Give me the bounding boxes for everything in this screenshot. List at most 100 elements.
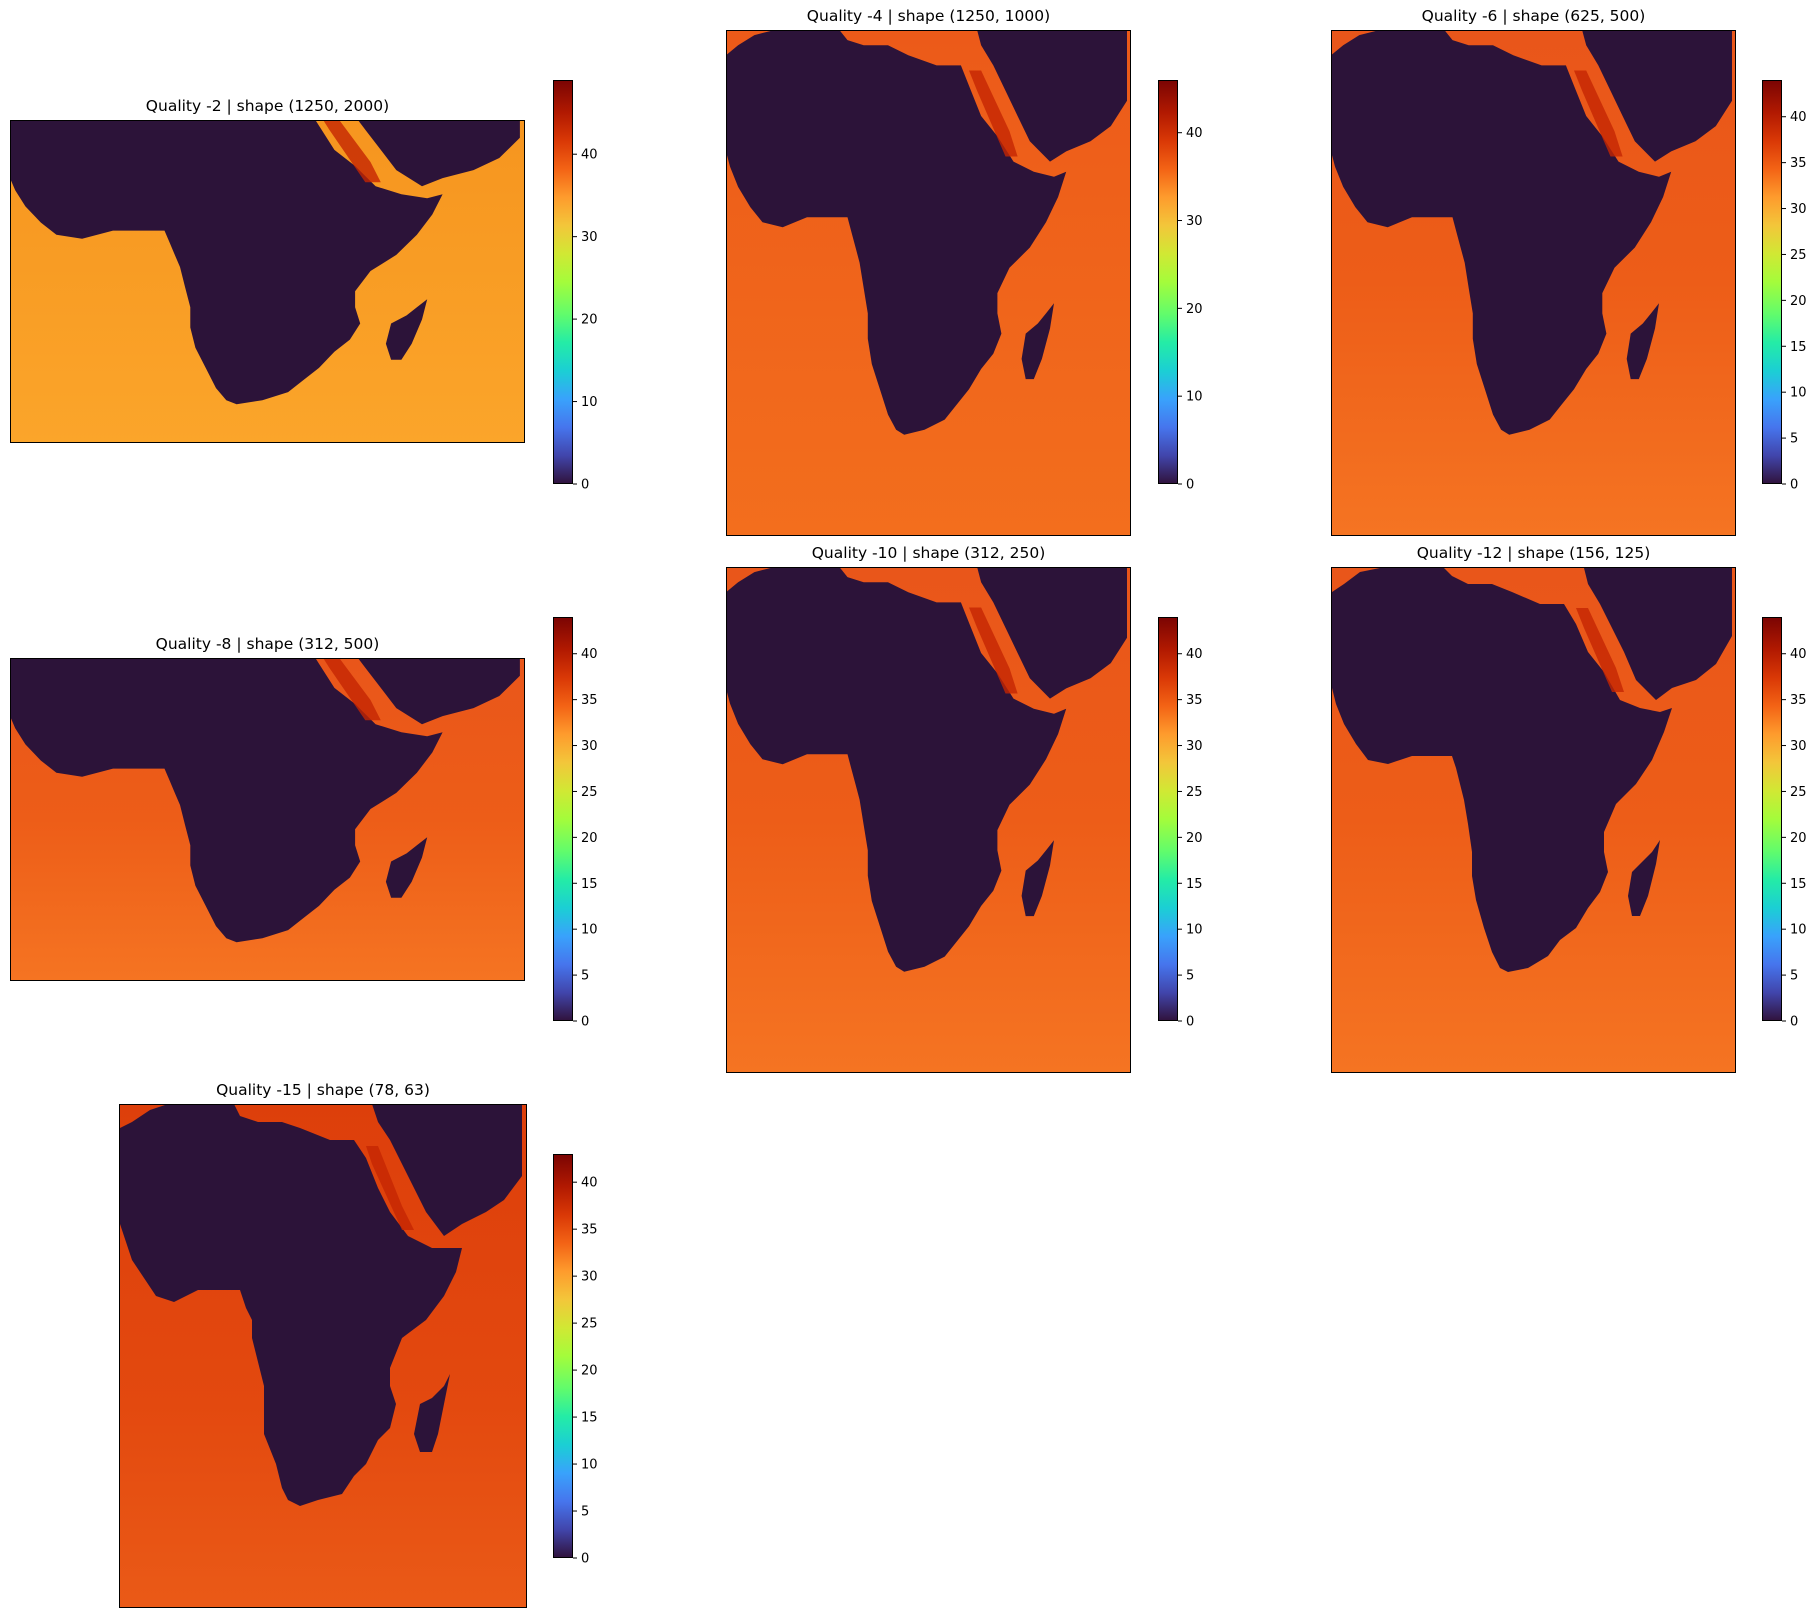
madagascar-landmass xyxy=(1021,303,1054,380)
map-frame xyxy=(10,120,525,443)
heatmap-image xyxy=(10,120,525,443)
arabia-landmass xyxy=(372,1104,522,1236)
africa-landmass xyxy=(10,120,443,405)
colorbar-tick-label: 15 xyxy=(581,1411,598,1426)
panel-title: Quality -2 | shape (1250, 2000) xyxy=(146,97,389,115)
colorbar-tick-label: 20 xyxy=(1186,831,1203,846)
colorbar-tick-label: 5 xyxy=(1790,432,1798,447)
colorbar-tick-label: 15 xyxy=(1186,877,1203,892)
colorbar xyxy=(553,1154,573,1558)
colorbar-frame xyxy=(553,80,573,484)
panel-7: Quality -15 | shape (78, 63) 0 5 10 15 20 25 30… xyxy=(119,1081,598,1608)
red-sea xyxy=(969,607,1018,694)
colorbar-tick-label: 40 xyxy=(581,148,598,163)
colorbar-tick-label: 15 xyxy=(581,877,598,892)
heatmap-image xyxy=(726,567,1131,1073)
panel-title: Quality -6 | shape (625, 500) xyxy=(1422,7,1646,25)
map-frame xyxy=(726,30,1131,536)
colorbar-tick-label: 40 xyxy=(1790,110,1807,125)
heatmap-image xyxy=(1331,30,1736,536)
madagascar-landmass xyxy=(1021,840,1054,917)
colorbar-tick-label: 25 xyxy=(581,1317,598,1332)
colorbar-tick-label: 35 xyxy=(1790,156,1807,171)
colorbar-tick-label: 30 xyxy=(581,230,598,245)
panel-title: Quality -8 | shape (312, 500) xyxy=(156,635,380,653)
colorbar-tick-label: 10 xyxy=(1790,923,1807,938)
colorbar-tick-label: 35 xyxy=(1790,693,1807,708)
africa-landmass xyxy=(1332,568,1672,972)
colorbar-tick-label: 5 xyxy=(1186,969,1194,984)
colorbar-frame xyxy=(553,1154,573,1558)
panel-title: Quality -12 | shape (156, 125) xyxy=(1417,544,1651,562)
arabia-landmass xyxy=(977,567,1127,699)
colorbar-tick-label: 40 xyxy=(1186,647,1203,662)
heatmap-image xyxy=(10,658,525,981)
colorbar-tick-label: 0 xyxy=(581,1015,589,1030)
colorbar xyxy=(1762,80,1782,484)
colorbar-tick-label: 40 xyxy=(1186,126,1203,141)
madagascar-landmass xyxy=(1628,840,1660,916)
colorbar-tick-label: 5 xyxy=(581,1505,589,1520)
colorbar-frame xyxy=(1762,80,1782,484)
red-sea xyxy=(1576,608,1624,692)
colorbar-tick-label: 10 xyxy=(581,1458,598,1473)
colorbar-tick-label: 20 xyxy=(1790,294,1807,309)
colorbar-frame xyxy=(1762,617,1782,1021)
colorbar-tick-label: 35 xyxy=(1186,693,1203,708)
colorbar-frame xyxy=(553,617,573,1021)
colorbar-tick-label: 0 xyxy=(1186,478,1194,493)
red-sea xyxy=(1574,70,1623,157)
colorbar-tick-label: 30 xyxy=(581,739,598,754)
panel-3: Quality -6 | shape (625, 500) 0 5 10 15 20 25 3… xyxy=(1331,7,1807,536)
colorbar-tick-label: 40 xyxy=(581,647,598,662)
red-sea xyxy=(366,1146,414,1230)
colorbar-tick-label: 20 xyxy=(581,313,598,328)
africa-landmass xyxy=(726,567,1067,972)
colorbar xyxy=(553,80,573,484)
red-sea xyxy=(323,658,381,721)
colorbar-tick-label: 10 xyxy=(581,923,598,938)
colorbar-tick-label: 25 xyxy=(1186,785,1203,800)
colorbar-tick-label: 15 xyxy=(1790,877,1807,892)
africa-landmass xyxy=(1331,30,1672,435)
madagascar-landmass xyxy=(414,1374,450,1452)
red-sea xyxy=(323,120,381,183)
colorbar-tick-label: 25 xyxy=(581,785,598,800)
heatmap-image xyxy=(726,30,1131,536)
panel-title: Quality -10 | shape (312, 250) xyxy=(812,544,1046,562)
map-frame xyxy=(119,1104,527,1608)
colorbar-tick-label: 35 xyxy=(581,693,598,708)
madagascar-landmass xyxy=(385,299,428,360)
panel-4: Quality -8 | shape (312, 500) 0 5 10 15 20 25 3… xyxy=(10,617,598,1030)
colorbar-tick-label: 0 xyxy=(581,478,589,493)
arabia-landmass xyxy=(357,120,520,187)
africa-landmass xyxy=(120,1104,462,1506)
red-sea xyxy=(969,70,1018,157)
colorbar-tick-label: 40 xyxy=(581,1176,598,1191)
heatmap-image xyxy=(1331,567,1736,1073)
colorbar xyxy=(1762,617,1782,1021)
colorbar-frame xyxy=(1158,617,1178,1021)
colorbar-tick-label: 25 xyxy=(1790,248,1807,263)
colorbar-tick-label: 5 xyxy=(581,969,589,984)
colorbar-tick-label: 30 xyxy=(1186,739,1203,754)
colorbar xyxy=(1158,80,1178,484)
colorbar-tick-label: 30 xyxy=(1790,739,1807,754)
colorbar-tick-label: 10 xyxy=(1790,386,1807,401)
colorbar-tick-label: 25 xyxy=(1790,785,1807,800)
colorbar-tick-label: 20 xyxy=(581,831,598,846)
colorbar-tick-label: 5 xyxy=(1790,969,1798,984)
colorbar-tick-label: 10 xyxy=(1186,390,1203,405)
colorbar-tick-label: 0 xyxy=(581,1552,589,1567)
colorbar-tick-label: 30 xyxy=(581,1270,598,1285)
arabia-landmass xyxy=(977,30,1127,162)
panel-title: Quality -15 | shape (78, 63) xyxy=(216,1081,430,1099)
colorbar-tick-label: 10 xyxy=(1186,923,1203,938)
panel-2: Quality -4 | shape (1250, 1000) 0 10 20 30 40 xyxy=(726,7,1203,536)
madagascar-landmass xyxy=(385,837,428,898)
colorbar-tick-label: 0 xyxy=(1790,1015,1798,1030)
arabia-landmass xyxy=(357,658,520,725)
africa-landmass xyxy=(726,30,1067,435)
colorbar-tick-label: 30 xyxy=(1186,214,1203,229)
